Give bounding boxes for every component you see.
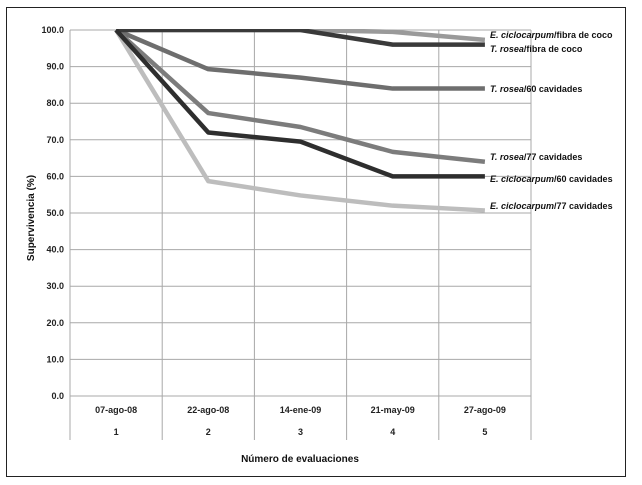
- y-tick-label: 60.0: [46, 171, 64, 181]
- series-line: [116, 29, 485, 47]
- series-label: T. rosea/77 cavidades: [490, 152, 582, 162]
- series-label-treatment: /fibra de coco: [554, 30, 613, 40]
- series-label: E. ciclocarpum/60 cavidades: [490, 174, 613, 184]
- series-line: [114, 29, 486, 213]
- series-label: E. ciclocarpum/fibra de coco: [490, 30, 613, 40]
- y-tick-label: 70.0: [46, 135, 64, 145]
- x-category-labels: 07-ago-08 1 22-ago-08 2 14-ene-09 3 21-may-09 4…: [95, 405, 506, 437]
- x-category-number: 2: [206, 427, 211, 437]
- series-label-treatment: /60 cavidades: [554, 174, 613, 184]
- series-label: T. rosea/60 cavidades: [490, 84, 582, 94]
- series-label-species: T. rosea: [490, 152, 524, 162]
- series-label-treatment: /fibra de coco: [524, 44, 583, 54]
- x-category-number: 4: [390, 427, 395, 437]
- x-category-date: 22-ago-08: [187, 405, 229, 415]
- y-tick-label: 10.0: [46, 354, 64, 364]
- series-label-species: T. rosea: [490, 44, 524, 54]
- x-category-number: 5: [482, 427, 487, 437]
- x-category-date: 07-ago-08: [95, 405, 137, 415]
- series-label-treatment: /77 cavidades: [524, 152, 583, 162]
- series-lines: [114, 29, 486, 213]
- chart-frame: [6, 7, 626, 477]
- y-tick-label: 100.0: [41, 25, 64, 35]
- x-category-date: 14-ene-09: [280, 405, 322, 415]
- x-category-date: 21-may-09: [371, 405, 415, 415]
- series-label-species: E. ciclocarpum: [490, 201, 554, 211]
- y-tick-label: 0.0: [51, 391, 64, 401]
- series-line: [115, 29, 485, 91]
- series-label: E. ciclocarpum/77 cavidades: [490, 201, 613, 211]
- series-line: [114, 29, 485, 179]
- x-category-number: 1: [114, 427, 119, 437]
- x-category-date: 27-ago-09: [464, 405, 506, 415]
- series-label-treatment: /77 cavidades: [554, 201, 613, 211]
- x-category-number: 3: [298, 427, 303, 437]
- series-label-species: T. rosea: [490, 84, 524, 94]
- y-tick-label: 50.0: [46, 208, 64, 218]
- series-label-species: E. ciclocarpum: [490, 174, 554, 184]
- y-tick-label: 20.0: [46, 318, 64, 328]
- y-tick-labels: 0.0 10.0 20.0 30.0 40.0 50.0 60.0 70.0 80.0 90.0 1…: [41, 25, 64, 401]
- y-tick-label: 80.0: [46, 98, 64, 108]
- x-axis-title: Número de evaluaciones: [241, 454, 359, 465]
- y-tick-label: 90.0: [46, 62, 64, 72]
- series-label-species: E. ciclocarpum: [490, 30, 554, 40]
- series-label: T. rosea/fibra de coco: [490, 44, 583, 54]
- series-line: [114, 29, 486, 164]
- grid-lines: [69, 29, 532, 440]
- y-axis-title: Supervivencia (%): [26, 175, 37, 261]
- series-label-treatment: /60 cavidades: [524, 84, 583, 94]
- y-tick-label: 40.0: [46, 245, 64, 255]
- y-tick-label: 30.0: [46, 281, 64, 291]
